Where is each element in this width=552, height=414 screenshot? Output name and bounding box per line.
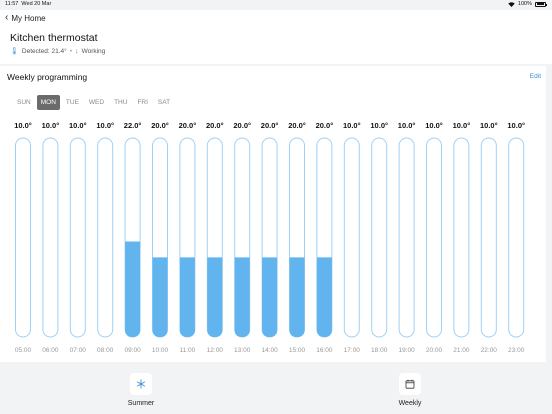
battery-icon <box>535 1 547 7</box>
arrow-down-icon: ↓ <box>75 47 79 55</box>
weekly-mode-label: Weekly <box>398 400 422 407</box>
hour-label: 14:00 <box>261 347 278 354</box>
page-title: Kitchen thermostat <box>10 32 98 44</box>
hour-label: 20:00 <box>426 347 443 354</box>
hour-label: 07:00 <box>70 347 87 354</box>
hour-label: 18:00 <box>371 347 388 354</box>
temp-label: 20.0° <box>316 121 334 130</box>
status-time: 11:57 Wed 20 Mar <box>5 1 51 7</box>
hour-slot[interactable] <box>480 137 497 338</box>
weekly-mode-button[interactable]: Weekly <box>380 373 440 407</box>
back-label: My Home <box>11 13 46 23</box>
temp-label: 20.0° <box>151 121 169 130</box>
wifi-icon <box>508 1 515 7</box>
snowflake-icon <box>130 373 152 395</box>
temp-label: 10.0° <box>343 121 361 130</box>
temp-label: 10.0° <box>69 121 87 130</box>
temp-label: 20.0° <box>288 121 306 130</box>
hour-label: 22:00 <box>481 347 498 354</box>
detected-temperature: Detected: 21.4° <box>21 47 67 55</box>
hour-label: 06:00 <box>42 347 59 354</box>
card-title: Weekly programming <box>7 72 88 82</box>
separator-dot: • <box>69 47 73 55</box>
status-indicators: 100% <box>508 1 547 7</box>
day-tab-mon[interactable]: MON <box>36 95 60 110</box>
hour-label: 13:00 <box>234 347 251 354</box>
hour-label: 15:00 <box>289 347 306 354</box>
temp-label: 10.0° <box>507 121 525 130</box>
temperature-bar-fill <box>234 257 250 337</box>
schedule-chart: 10.0° 05:00 10.0° 06:00 10.0° 07:00 10.0° 08:00… <box>14 121 525 354</box>
temp-label: 10.0° <box>96 121 114 130</box>
hour-slot[interactable] <box>97 137 114 338</box>
status-date: Wed 20 Mar <box>21 1 52 7</box>
hour-label: 09:00 <box>124 347 141 354</box>
day-tab-wed[interactable]: WED <box>88 99 105 106</box>
temp-label: 10.0° <box>425 121 443 130</box>
temp-label: 22.0° <box>124 121 142 130</box>
chevron-left-icon: ‹ <box>5 12 9 23</box>
temperature-bar-fill <box>152 257 168 337</box>
calendar-icon <box>399 373 421 395</box>
temp-label: 10.0° <box>398 121 416 130</box>
temperature-bar-fill <box>179 257 195 337</box>
temp-label: 20.0° <box>206 121 224 130</box>
status-bar: 11:57 Wed 20 Mar 100% <box>0 0 552 10</box>
status-clock: 11:57 <box>5 1 19 7</box>
temp-label: 10.0° <box>42 121 60 130</box>
day-tab-sat[interactable]: SAT <box>157 99 171 106</box>
temp-label: 20.0° <box>233 121 251 130</box>
temp-label: 10.0° <box>14 121 32 130</box>
day-tab-thu[interactable]: THU <box>114 99 128 106</box>
hour-label: 10:00 <box>152 347 169 354</box>
temp-label: 20.0° <box>179 121 197 130</box>
hour-label: 16:00 <box>316 347 333 354</box>
edit-button[interactable]: Edit <box>529 73 541 80</box>
hour-slot[interactable] <box>371 137 388 338</box>
hour-slot[interactable] <box>453 137 470 338</box>
hour-label: 17:00 <box>344 347 361 354</box>
hour-label: 11:00 <box>180 347 196 354</box>
day-tabs: SUN MON TUE WED THU FRI SAT <box>13 95 174 110</box>
temp-label: 10.0° <box>370 121 388 130</box>
weekly-programming-card: Weekly programming Edit SUN MON TUE WED THU F… <box>0 66 546 362</box>
temperature-bar-fill <box>262 257 278 337</box>
hour-slot[interactable] <box>343 137 360 338</box>
temperature-bar-fill <box>207 257 223 337</box>
summer-mode-label: Summer <box>127 400 155 407</box>
temperature-bar-fill <box>289 257 305 337</box>
day-tab-tue[interactable]: TUE <box>65 99 79 106</box>
thermostat-status: 🌡︎ Detected: 21.4° • ↓ Working <box>10 47 106 56</box>
hour-label: 12:00 <box>207 347 224 354</box>
temperature-bar-fill <box>125 241 141 337</box>
temperature-bar-fill <box>316 257 332 337</box>
hour-slot[interactable] <box>508 137 525 338</box>
hour-label: 19:00 <box>398 347 415 354</box>
temp-label: 10.0° <box>480 121 498 130</box>
day-tab-sun[interactable]: SUN <box>17 99 31 106</box>
header: ‹ My Home Kitchen thermostat 🌡︎ Detected… <box>0 10 552 64</box>
hour-slot[interactable] <box>398 137 415 338</box>
battery-percent: 100% <box>517 1 532 7</box>
temp-label: 10.0° <box>453 121 471 130</box>
hour-label: 08:00 <box>97 347 114 354</box>
summer-mode-button[interactable]: Summer <box>111 373 171 407</box>
hour-slot[interactable] <box>15 137 31 338</box>
hour-label: 05:00 <box>15 347 32 354</box>
hour-slot[interactable] <box>42 137 59 338</box>
temp-label: 20.0° <box>261 121 279 130</box>
back-button[interactable]: ‹ My Home <box>5 13 46 23</box>
working-state: Working <box>81 47 106 55</box>
thermometer-icon: 🌡︎ <box>10 48 19 55</box>
hour-slot[interactable] <box>426 137 442 338</box>
hour-label: 23:00 <box>508 347 525 354</box>
hour-label: 21:00 <box>453 347 470 354</box>
day-tab-fri[interactable]: FRI <box>137 99 148 106</box>
hour-slot[interactable] <box>69 137 86 338</box>
